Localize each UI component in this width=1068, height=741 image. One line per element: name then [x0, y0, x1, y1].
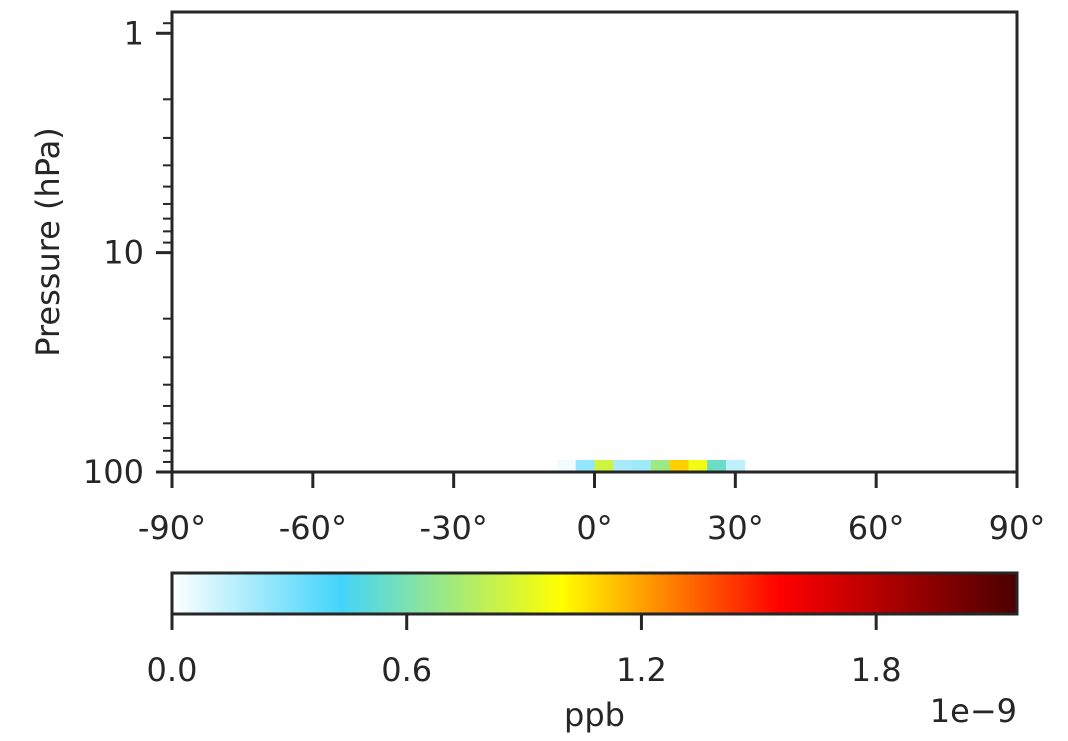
heatmap-cells	[556, 460, 746, 472]
x-tick-label: 0°	[576, 509, 612, 547]
heatmap-cell	[669, 460, 689, 472]
x-ticks: -90° -60° -30° 0° 30° 60° 90°	[138, 472, 1045, 547]
y-tick-label: 1	[124, 14, 144, 52]
y-axis-label: Pressure (hPa)	[29, 127, 67, 357]
y-tick-label: 100	[83, 453, 144, 491]
x-tick-label: -90°	[138, 509, 206, 547]
heatmap-cell	[650, 460, 671, 472]
heatmap-cell	[556, 460, 577, 472]
heatmap-cell	[632, 460, 652, 472]
colorbar	[170, 571, 1019, 616]
y-major-ticks: 1 10 100	[83, 14, 172, 491]
plot-frame	[170, 10, 1019, 474]
colorbar-tick-label: 1.8	[851, 651, 902, 689]
colorbar-offset-text: 1e−9	[930, 692, 1017, 730]
heatmap-cell	[725, 460, 746, 472]
y-tick-label: 10	[103, 234, 144, 272]
x-tick-label: -30°	[420, 509, 488, 547]
colorbar-tick-label: 0.0	[147, 651, 198, 689]
x-tick-label: 90°	[989, 509, 1046, 547]
colorbar-label: ppb	[564, 696, 625, 734]
heatmap-cell	[594, 460, 614, 472]
heatmap-cell	[688, 460, 708, 472]
x-tick-label: 60°	[848, 509, 905, 547]
x-tick-label: -60°	[279, 509, 347, 547]
x-tick-label: 30°	[707, 509, 764, 547]
heatmap-cell	[613, 460, 633, 472]
colorbar-tick-label: 0.6	[381, 651, 432, 689]
heatmap-cell	[575, 460, 595, 472]
heatmap-cell	[707, 460, 727, 472]
colorbar-tick-label: 1.2	[616, 651, 667, 689]
colorbar-ticks: 0.0 0.6 1.2 1.8	[147, 614, 902, 689]
